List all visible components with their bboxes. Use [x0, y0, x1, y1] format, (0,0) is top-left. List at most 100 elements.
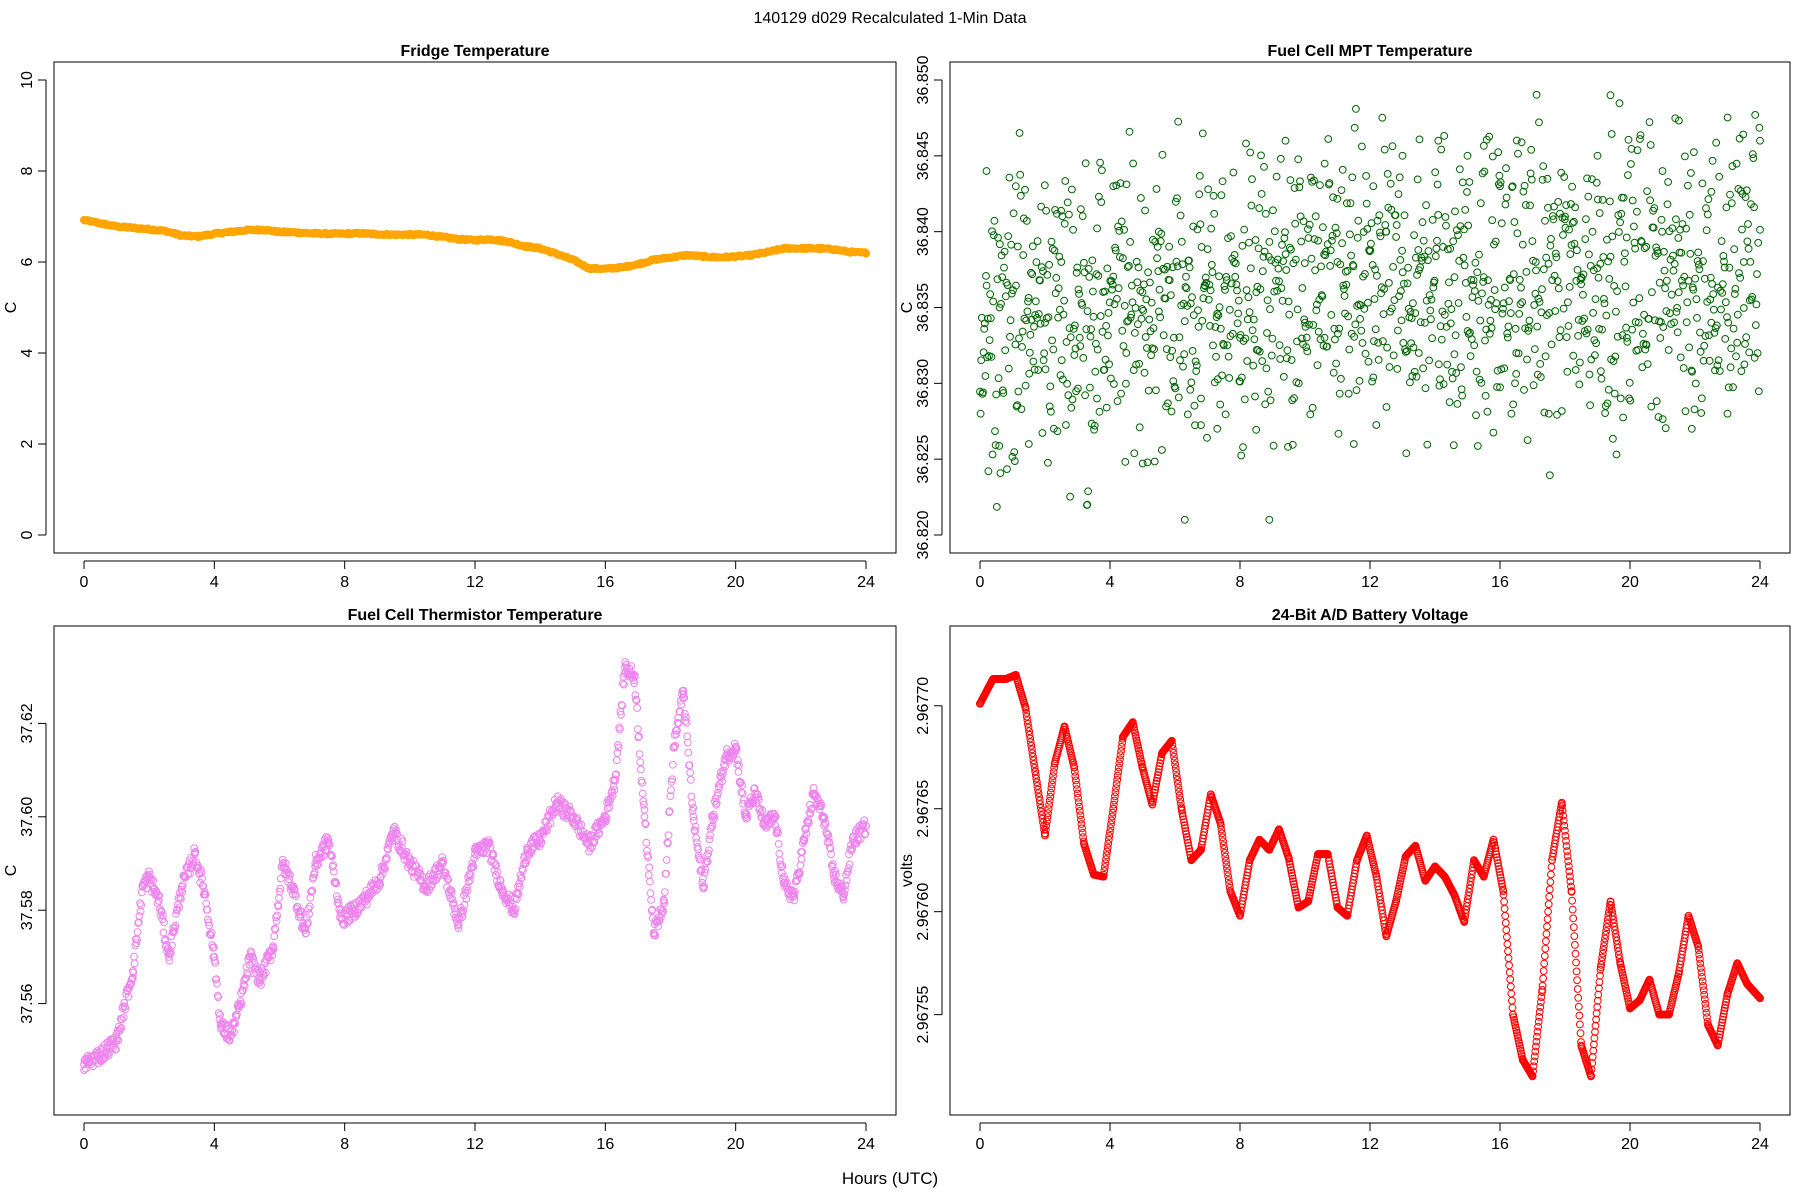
y-tick-label: 37.56 — [19, 983, 36, 1023]
data-point — [1603, 399, 1612, 408]
data-point — [1689, 285, 1698, 294]
data-point — [1222, 273, 1231, 281]
data-point — [479, 849, 488, 858]
data-point — [859, 820, 868, 829]
data-point — [1177, 237, 1186, 246]
data-point — [703, 857, 712, 866]
data-point — [1069, 325, 1078, 333]
data-point — [172, 909, 181, 918]
data-point — [1446, 319, 1455, 328]
data-point — [1574, 1002, 1583, 1011]
data-point — [1115, 759, 1124, 768]
data-point — [1419, 364, 1427, 373]
data-point — [157, 907, 166, 915]
data-point — [496, 876, 505, 885]
data-point — [1212, 313, 1221, 322]
data-point — [326, 850, 335, 859]
data-point — [642, 838, 651, 847]
data-point — [568, 255, 577, 264]
data-point — [1648, 288, 1656, 297]
data-point — [1134, 263, 1143, 272]
data-point — [1561, 223, 1570, 232]
data-point — [1026, 330, 1035, 339]
data-point — [1464, 221, 1473, 230]
data-point — [1111, 246, 1120, 255]
data-point — [112, 1045, 120, 1054]
data-point — [1610, 389, 1619, 398]
data-point — [1030, 760, 1038, 768]
data-point — [1559, 231, 1567, 239]
data-point — [1720, 263, 1729, 272]
data-point — [1034, 310, 1043, 318]
data-point — [1113, 295, 1121, 303]
data-point — [613, 749, 622, 757]
data-point — [733, 756, 742, 765]
data-point — [1038, 814, 1047, 823]
data-point — [1138, 459, 1147, 468]
data-point — [685, 761, 694, 769]
data-point — [1212, 352, 1220, 361]
data-point — [1134, 320, 1142, 329]
data-point — [1674, 288, 1683, 297]
data-point — [1073, 263, 1082, 272]
data-point — [1486, 316, 1495, 325]
data-point — [1690, 148, 1698, 157]
data-point — [1645, 118, 1654, 126]
data-point — [672, 730, 681, 739]
data-point — [790, 892, 799, 901]
data-point — [1635, 294, 1644, 303]
data-point — [989, 297, 998, 306]
data-point — [1508, 182, 1517, 191]
data-point — [1570, 217, 1578, 226]
data-point — [1658, 227, 1666, 236]
data-point — [1087, 325, 1095, 334]
data-point — [839, 892, 848, 901]
data-point — [291, 228, 300, 237]
x-tick-label: 12 — [1361, 1136, 1379, 1153]
data-point — [736, 779, 745, 787]
data-point — [1497, 219, 1506, 228]
data-point — [422, 882, 431, 891]
data-point — [1740, 360, 1749, 369]
data-point — [1672, 308, 1681, 316]
data-point — [646, 877, 654, 886]
data-point — [668, 775, 677, 784]
data-point — [160, 918, 169, 927]
data-point — [807, 804, 816, 813]
data-point — [1502, 164, 1510, 173]
data-point — [800, 836, 808, 844]
data-point — [1602, 311, 1611, 320]
data-point — [1527, 175, 1536, 184]
data-point — [1114, 284, 1123, 293]
data-point — [838, 888, 847, 896]
data-point — [1313, 361, 1322, 370]
data-point — [1708, 280, 1716, 288]
data-point — [756, 804, 764, 813]
data-point — [1613, 287, 1621, 296]
data-point — [1382, 227, 1391, 236]
data-point — [275, 887, 284, 896]
data-point — [225, 1036, 234, 1045]
data-point — [1636, 135, 1644, 143]
data-point — [809, 784, 818, 792]
data-point — [1642, 242, 1651, 251]
data-point — [1373, 216, 1382, 225]
data-point — [1488, 152, 1497, 161]
data-point — [1681, 407, 1690, 416]
data-point — [1723, 113, 1732, 122]
data-point — [790, 896, 799, 905]
data-point — [1076, 811, 1085, 820]
data-point — [1344, 389, 1353, 398]
data-point — [657, 905, 666, 913]
data-point — [1622, 333, 1631, 342]
data-point — [1588, 175, 1596, 184]
data-point — [1039, 267, 1047, 276]
data-point — [171, 921, 180, 930]
data-point — [1273, 255, 1282, 264]
data-point — [1302, 343, 1310, 352]
data-point — [800, 833, 809, 841]
data-point — [1111, 792, 1119, 801]
data-point — [756, 808, 765, 817]
data-point — [689, 804, 698, 812]
data-point — [460, 900, 469, 909]
